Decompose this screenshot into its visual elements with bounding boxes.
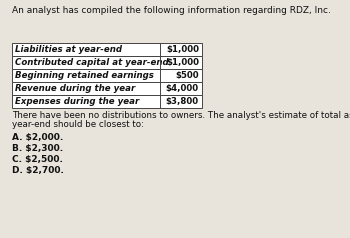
- Text: Beginning retained earnings: Beginning retained earnings: [15, 71, 154, 80]
- Bar: [12, 82, 202, 95]
- Text: There have been no distributions to owners. The analyst's estimate of total asse: There have been no distributions to owne…: [12, 111, 350, 120]
- Text: $1,000: $1,000: [166, 45, 199, 54]
- Text: D. $2,700.: D. $2,700.: [12, 166, 64, 175]
- Bar: [12, 56, 202, 69]
- Bar: [12, 95, 202, 108]
- Text: $4,000: $4,000: [166, 84, 199, 93]
- Bar: [12, 43, 202, 56]
- Bar: [12, 69, 202, 82]
- Text: $500: $500: [175, 71, 199, 80]
- Text: year-end should be closest to:: year-end should be closest to:: [12, 120, 144, 129]
- Text: B. $2,300.: B. $2,300.: [12, 144, 63, 153]
- Text: $1,000: $1,000: [166, 58, 199, 67]
- Text: Contributed capital at year-end: Contributed capital at year-end: [15, 58, 169, 67]
- Text: $3,800: $3,800: [166, 97, 199, 106]
- Text: An analyst has compiled the following information regarding RDZ, Inc.: An analyst has compiled the following in…: [12, 6, 331, 15]
- Text: Liabilities at year-end: Liabilities at year-end: [15, 45, 122, 54]
- Text: Expenses during the year: Expenses during the year: [15, 97, 139, 106]
- Text: A. $2,000.: A. $2,000.: [12, 133, 63, 142]
- Text: C. $2,500.: C. $2,500.: [12, 155, 63, 164]
- Text: Revenue during the year: Revenue during the year: [15, 84, 135, 93]
